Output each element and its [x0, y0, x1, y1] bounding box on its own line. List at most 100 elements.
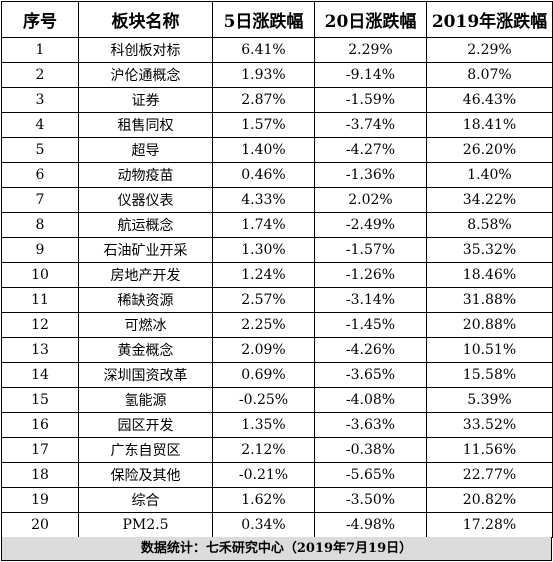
change-ytd-2019: 10.51% — [426, 337, 553, 363]
change-20day: -4.08% — [314, 387, 427, 413]
table-row: 17 广东自贸区 2.12% -0.38% 11.56% — [1, 437, 553, 463]
change-ytd-2019: 15.58% — [426, 362, 553, 388]
change-5day: 1.30% — [212, 237, 315, 263]
change-20day: -1.26% — [314, 262, 427, 288]
sector-name: 房地产开发 — [78, 262, 213, 288]
change-5day: 4.33% — [212, 187, 315, 213]
sector-name: 石油矿业开采 — [78, 237, 213, 263]
data-source-footer: 数据统计：七禾研究中心（2019年7月19日） — [1, 537, 552, 561]
sector-name: 超导 — [78, 137, 213, 163]
change-5day: 2.09% — [212, 337, 315, 363]
table-row: 13 黄金概念 2.09% -4.26% 10.51% — [1, 337, 553, 363]
table-row: 7 仪器仪表 4.33% 2.02% 34.22% — [1, 187, 553, 213]
change-20day: -3.74% — [314, 112, 427, 138]
change-5day: 2.87% — [212, 87, 315, 113]
change-ytd-2019: 33.52% — [426, 412, 553, 438]
sector-name: 氢能源 — [78, 387, 213, 413]
change-20day: 2.02% — [314, 187, 427, 213]
change-ytd-2019: 20.82% — [426, 487, 553, 513]
change-ytd-2019: 5.39% — [426, 387, 553, 413]
change-5day: 1.62% — [212, 487, 315, 513]
sector-name: 航运概念 — [78, 212, 213, 238]
change-20day: 2.29% — [314, 37, 427, 63]
row-index: 7 — [1, 187, 79, 213]
row-index: 3 — [1, 87, 79, 113]
sector-name: 黄金概念 — [78, 337, 213, 363]
change-20day: -4.26% — [314, 337, 427, 363]
row-index: 17 — [1, 437, 79, 463]
change-ytd-2019: 1.40% — [426, 162, 553, 188]
row-index: 8 — [1, 212, 79, 238]
change-20day: -1.36% — [314, 162, 427, 188]
change-ytd-2019: 35.32% — [426, 237, 553, 263]
sector-name: PM2.5 — [78, 512, 213, 538]
row-index: 18 — [1, 462, 79, 488]
sector-name: 可燃冰 — [78, 312, 213, 338]
change-20day: -2.49% — [314, 212, 427, 238]
change-20day: -0.38% — [314, 437, 427, 463]
change-5day: 0.34% — [212, 512, 315, 538]
table-row: 14 深圳国资改革 0.69% -3.65% 15.58% — [1, 362, 553, 388]
change-5day: 1.93% — [212, 62, 315, 88]
sector-name: 深圳国资改革 — [78, 362, 213, 388]
row-index: 14 — [1, 362, 79, 388]
change-ytd-2019: 18.46% — [426, 262, 553, 288]
sector-name: 租售同权 — [78, 112, 213, 138]
table-row: 8 航运概念 1.74% -2.49% 8.58% — [1, 212, 553, 238]
row-index: 4 — [1, 112, 79, 138]
change-20day: -4.27% — [314, 137, 427, 163]
change-5day: 0.46% — [212, 162, 315, 188]
change-5day: 1.74% — [212, 212, 315, 238]
header-row: 序号 板块名称 5日涨跌幅 20日涨跌幅 2019年涨跌幅 — [1, 1, 553, 38]
change-5day: 2.25% — [212, 312, 315, 338]
row-index: 20 — [1, 512, 79, 538]
table-row: 4 租售同权 1.57% -3.74% 18.41% — [1, 112, 553, 138]
table-row: 20 PM2.5 0.34% -4.98% 17.28% — [1, 512, 553, 538]
sector-name: 广东自贸区 — [78, 437, 213, 463]
sector-name: 保险及其他 — [78, 462, 213, 488]
change-5day: 1.24% — [212, 262, 315, 288]
sector-name: 证券 — [78, 87, 213, 113]
table-row: 12 可燃冰 2.25% -1.45% 20.88% — [1, 312, 553, 338]
sector-name: 综合 — [78, 487, 213, 513]
change-ytd-2019: 22.77% — [426, 462, 553, 488]
table-row: 18 保险及其他 -0.21% -5.65% 22.77% — [1, 462, 553, 488]
row-index: 13 — [1, 337, 79, 363]
table-row: 2 沪伦通概念 1.93% -9.14% 8.07% — [1, 62, 553, 88]
row-index: 19 — [1, 487, 79, 513]
sector-name: 园区开发 — [78, 412, 213, 438]
change-ytd-2019: 26.20% — [426, 137, 553, 163]
change-ytd-2019: 20.88% — [426, 312, 553, 338]
header-index: 序号 — [1, 1, 79, 38]
change-20day: -3.63% — [314, 412, 427, 438]
change-20day: -1.45% — [314, 312, 427, 338]
change-ytd-2019: 31.88% — [426, 287, 553, 313]
change-ytd-2019: 17.28% — [426, 512, 553, 538]
row-index: 15 — [1, 387, 79, 413]
change-ytd-2019: 11.56% — [426, 437, 553, 463]
table-row: 19 综合 1.62% -3.50% 20.82% — [1, 487, 553, 513]
change-20day: -9.14% — [314, 62, 427, 88]
row-index: 9 — [1, 237, 79, 263]
table-row: 10 房地产开发 1.24% -1.26% 18.46% — [1, 262, 553, 288]
table-row: 11 稀缺资源 2.57% -3.14% 31.88% — [1, 287, 553, 313]
row-index: 2 — [1, 62, 79, 88]
row-index: 16 — [1, 412, 79, 438]
sector-name: 沪伦通概念 — [78, 62, 213, 88]
table-row: 16 园区开发 1.35% -3.63% 33.52% — [1, 412, 553, 438]
change-5day: 1.57% — [212, 112, 315, 138]
change-20day: -3.65% — [314, 362, 427, 388]
table-row: 6 动物疫苗 0.46% -1.36% 1.40% — [1, 162, 553, 188]
sector-name: 稀缺资源 — [78, 287, 213, 313]
row-index: 1 — [1, 37, 79, 63]
change-5day: 6.41% — [212, 37, 315, 63]
table-row: 9 石油矿业开采 1.30% -1.57% 35.32% — [1, 237, 553, 263]
table-row: 1 科创板对标 6.41% 2.29% 2.29% — [1, 37, 553, 63]
change-ytd-2019: 18.41% — [426, 112, 553, 138]
table-row: 5 超导 1.40% -4.27% 26.20% — [1, 137, 553, 163]
row-index: 10 — [1, 262, 79, 288]
change-5day: 1.35% — [212, 412, 315, 438]
row-index: 12 — [1, 312, 79, 338]
row-index: 11 — [1, 287, 79, 313]
